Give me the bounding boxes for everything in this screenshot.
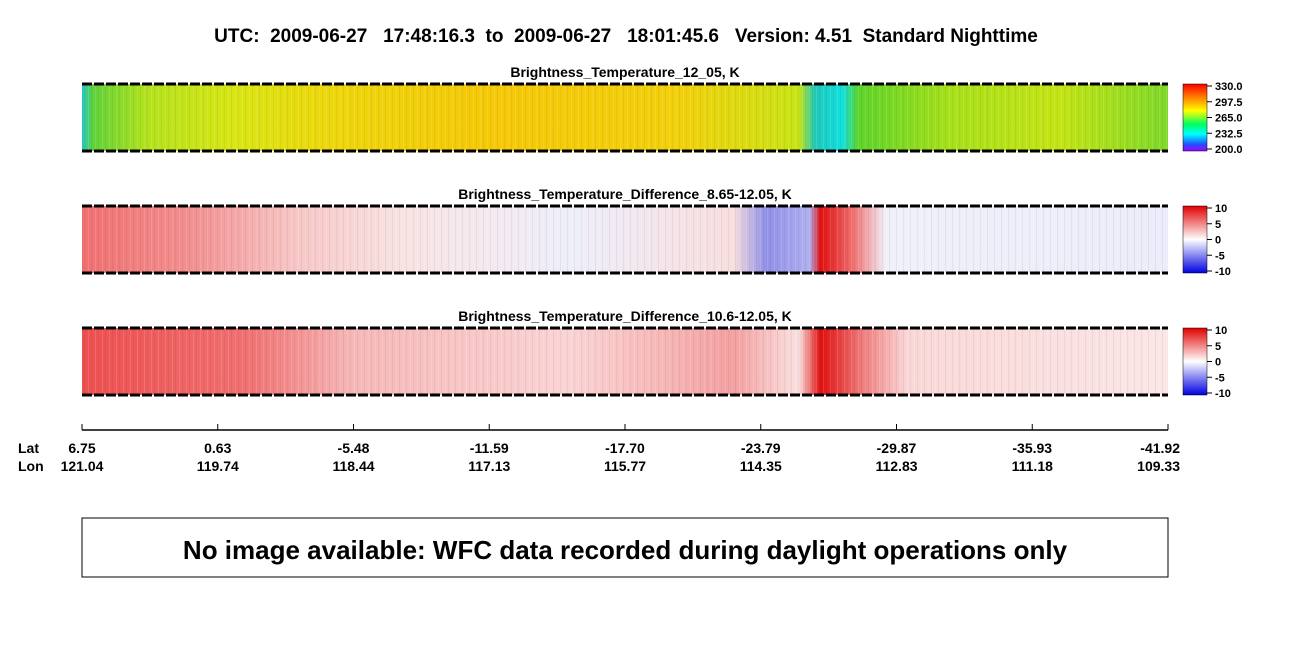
panel-title: Brightness_Temperature_Difference_10.6-1…: [458, 308, 792, 324]
lon-label: Lon: [18, 458, 44, 474]
lat-tick-label: 0.63: [204, 440, 231, 456]
panel-title: Brightness_Temperature_12_05, K: [510, 64, 739, 80]
panel-title: Brightness_Temperature_Difference_8.65-1…: [458, 186, 792, 202]
lon-tick-label: 121.04: [61, 458, 104, 474]
colorbar-tick-label: -10: [1215, 266, 1231, 278]
lon-tick-label: 117.13: [468, 458, 510, 474]
colorbar-tick-label: 5: [1215, 219, 1221, 231]
colorbar-tick-label: 10: [1215, 325, 1227, 337]
lat-tick-label: -5.48: [338, 440, 370, 456]
lon-tick-label: 118.44: [332, 458, 374, 474]
lat-tick-label: -35.93: [1012, 440, 1052, 456]
heatmap-texture: [82, 206, 1168, 273]
notice-box: [81, 517, 1169, 578]
colorbar-tick-label: 330.0: [1215, 81, 1243, 93]
lon-tick-label: 115.77: [604, 458, 646, 474]
lon-tick-label: 112.83: [875, 458, 917, 474]
colorbar: [1182, 327, 1208, 396]
lon-tick-label: 109.33: [1137, 458, 1180, 474]
colorbar: [1182, 205, 1208, 274]
colorbar-tick-label: 200.0: [1215, 144, 1243, 156]
lat-label: Lat: [18, 440, 39, 456]
lon-tick-label: 111.18: [1012, 458, 1053, 474]
lat-tick-label: 6.75: [68, 440, 95, 456]
colorbar-tick-label: 265.0: [1215, 113, 1243, 125]
lat-tick-label: -41.92: [1140, 440, 1180, 456]
lon-tick-label: 119.74: [197, 458, 239, 474]
colorbar-tick-label: 10: [1215, 203, 1227, 215]
heatmap-texture: [82, 328, 1168, 395]
colorbar-tick-label: -5: [1215, 372, 1225, 384]
lat-tick-label: -23.79: [741, 440, 781, 456]
notice: No image available: WFC data recorded du…: [183, 535, 1068, 565]
lat-tick-label: -17.70: [605, 440, 645, 456]
lon-tick-label: 114.35: [740, 458, 782, 474]
colorbar-tick-label: -5: [1215, 250, 1225, 262]
lat-tick-label: -29.87: [877, 440, 917, 456]
page-title: UTC: 2009-06-27 17:48:16.3 to 2009-06-27…: [214, 26, 1038, 47]
colorbar-tick-label: 0: [1215, 235, 1221, 247]
colorbar-tick-label: 0: [1215, 357, 1221, 369]
colorbar: [1182, 83, 1208, 152]
lat-tick-label: -11.59: [470, 440, 509, 456]
colorbar-tick-label: 297.5: [1215, 97, 1243, 109]
colorbar-tick-label: 5: [1215, 341, 1221, 353]
colorbar-tick-label: -10: [1215, 388, 1231, 400]
colorbar-tick-label: 232.5: [1215, 128, 1243, 140]
heatmap-texture: [82, 84, 1168, 151]
